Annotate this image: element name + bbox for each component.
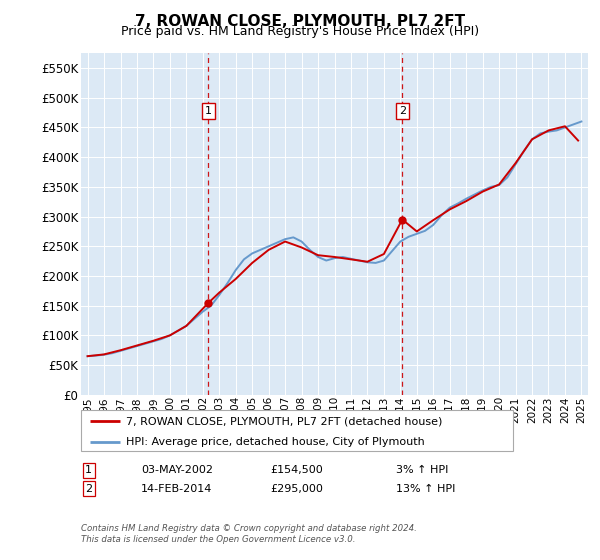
Text: HPI: Average price, detached house, City of Plymouth: HPI: Average price, detached house, City…	[127, 437, 425, 447]
Text: 7, ROWAN CLOSE, PLYMOUTH, PL7 2FT: 7, ROWAN CLOSE, PLYMOUTH, PL7 2FT	[135, 14, 465, 29]
Text: 13% ↑ HPI: 13% ↑ HPI	[396, 484, 455, 494]
Text: This data is licensed under the Open Government Licence v3.0.: This data is licensed under the Open Gov…	[81, 535, 355, 544]
Text: 7, ROWAN CLOSE, PLYMOUTH, PL7 2FT (detached house): 7, ROWAN CLOSE, PLYMOUTH, PL7 2FT (detac…	[127, 417, 443, 426]
Text: 2: 2	[399, 106, 406, 116]
Text: Price paid vs. HM Land Registry's House Price Index (HPI): Price paid vs. HM Land Registry's House …	[121, 25, 479, 38]
Text: £154,500: £154,500	[270, 465, 323, 475]
Text: 03-MAY-2002: 03-MAY-2002	[141, 465, 213, 475]
Text: 2: 2	[85, 484, 92, 494]
Text: £295,000: £295,000	[270, 484, 323, 494]
Text: 1: 1	[205, 106, 212, 116]
FancyBboxPatch shape	[81, 410, 513, 451]
Text: Contains HM Land Registry data © Crown copyright and database right 2024.: Contains HM Land Registry data © Crown c…	[81, 524, 417, 533]
Text: 1: 1	[85, 465, 92, 475]
Text: 3% ↑ HPI: 3% ↑ HPI	[396, 465, 448, 475]
Text: 14-FEB-2014: 14-FEB-2014	[141, 484, 212, 494]
